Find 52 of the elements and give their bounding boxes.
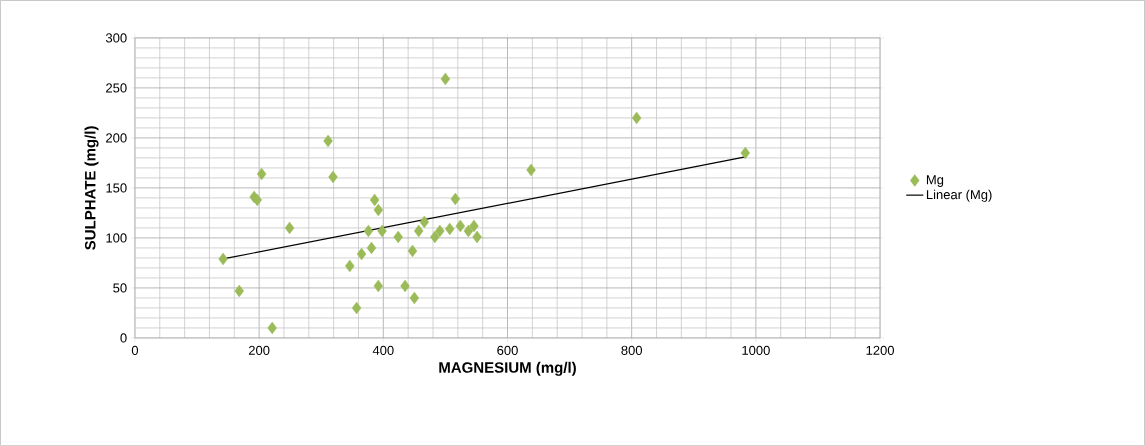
point [267, 321, 277, 335]
x-tick-label: 600 [497, 345, 518, 356]
point [377, 224, 387, 238]
x-tick-label: 1000 [742, 345, 770, 356]
point [469, 219, 479, 233]
point [328, 170, 338, 184]
point [414, 224, 424, 238]
point [345, 259, 355, 273]
point [351, 301, 362, 315]
point [218, 252, 228, 266]
point [284, 221, 295, 235]
point [369, 193, 380, 207]
point [440, 72, 451, 86]
point [419, 215, 429, 229]
point [323, 134, 333, 148]
point [393, 230, 403, 244]
legend-label: Mg [926, 175, 944, 187]
x-axis-title: MAGNESIUM (mg/l) [439, 361, 576, 376]
y-tick-label: 0 [120, 333, 127, 343]
point [400, 279, 410, 293]
y-tick-label: 150 [106, 183, 127, 193]
y-tick-label: 200 [106, 133, 127, 143]
y-tick-label: 50 [113, 283, 127, 293]
point [366, 241, 377, 255]
x-tick-label: 400 [372, 345, 394, 356]
point [445, 222, 455, 236]
point [455, 219, 466, 233]
point [430, 230, 440, 244]
y-tick-label: 250 [106, 83, 127, 93]
legend-label: Linear (Mg) [926, 189, 992, 202]
point [256, 167, 267, 181]
point [463, 224, 474, 238]
point [373, 279, 384, 293]
point [435, 224, 445, 238]
point [409, 291, 420, 305]
point [472, 230, 482, 244]
point [526, 163, 536, 177]
point [740, 146, 751, 160]
x-tick-label: 1200 [866, 345, 895, 356]
point [373, 203, 384, 217]
y-tick-label: 100 [106, 233, 127, 243]
x-tick-label: 0 [131, 345, 139, 356]
point [363, 224, 374, 238]
point [631, 111, 642, 125]
x-tick-label: 800 [621, 345, 643, 356]
y-axis-title: SULPHATE (mg/l) [84, 126, 99, 250]
x-tick-label: 200 [248, 345, 270, 356]
point [407, 244, 418, 258]
point [234, 284, 244, 298]
point [356, 247, 367, 261]
y-tick-label: 300 [105, 33, 127, 43]
point [450, 192, 461, 206]
